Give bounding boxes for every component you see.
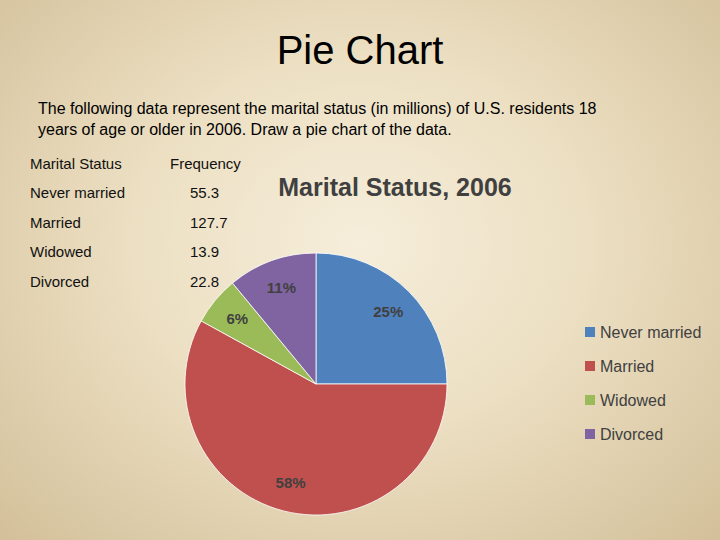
data-label: 58% <box>276 474 306 491</box>
legend: Never married Married Widowed Divorced <box>585 324 701 443</box>
table-cell: 127.7 <box>190 214 228 231</box>
pie <box>185 253 447 515</box>
legend-swatch <box>585 395 595 405</box>
pie-slice <box>316 253 447 384</box>
intro-text: years of age or older in 2006. Draw a pi… <box>38 121 452 138</box>
chart: Marital Status, 2006 25% 58% 6% 11% Never mar… <box>185 173 701 515</box>
legend-label: Widowed <box>600 392 666 409</box>
legend-label: Never married <box>600 324 701 341</box>
chart-title: Marital Status, 2006 <box>278 173 511 201</box>
slide-title: Pie Chart <box>277 28 444 72</box>
table-cell: Never married <box>30 184 125 201</box>
table-cell: 13.9 <box>190 243 219 260</box>
table-cell: 55.3 <box>190 184 219 201</box>
legend-swatch <box>585 429 595 439</box>
data-label: 25% <box>373 303 403 320</box>
legend-label: Divorced <box>600 426 663 443</box>
pie-labels: 25% 58% 6% 11% <box>226 279 403 491</box>
table-cell: Widowed <box>30 243 92 260</box>
data-label: 11% <box>267 279 296 296</box>
table-header: Frequency <box>170 155 241 172</box>
table-cell: Married <box>30 214 81 231</box>
data-table: Marital Status Frequency Never married 55.3… <box>30 155 241 290</box>
legend-swatch <box>585 327 595 337</box>
legend-label: Married <box>600 358 654 375</box>
table-cell: Divorced <box>30 273 89 290</box>
data-label: 6% <box>226 310 248 327</box>
intro-text: The following data represent the marital… <box>38 100 597 117</box>
legend-swatch <box>585 361 595 371</box>
table-header: Marital Status <box>30 155 122 172</box>
table-cell: 22.8 <box>190 273 219 290</box>
slide: Pie Chart The following data represent th… <box>0 0 720 540</box>
